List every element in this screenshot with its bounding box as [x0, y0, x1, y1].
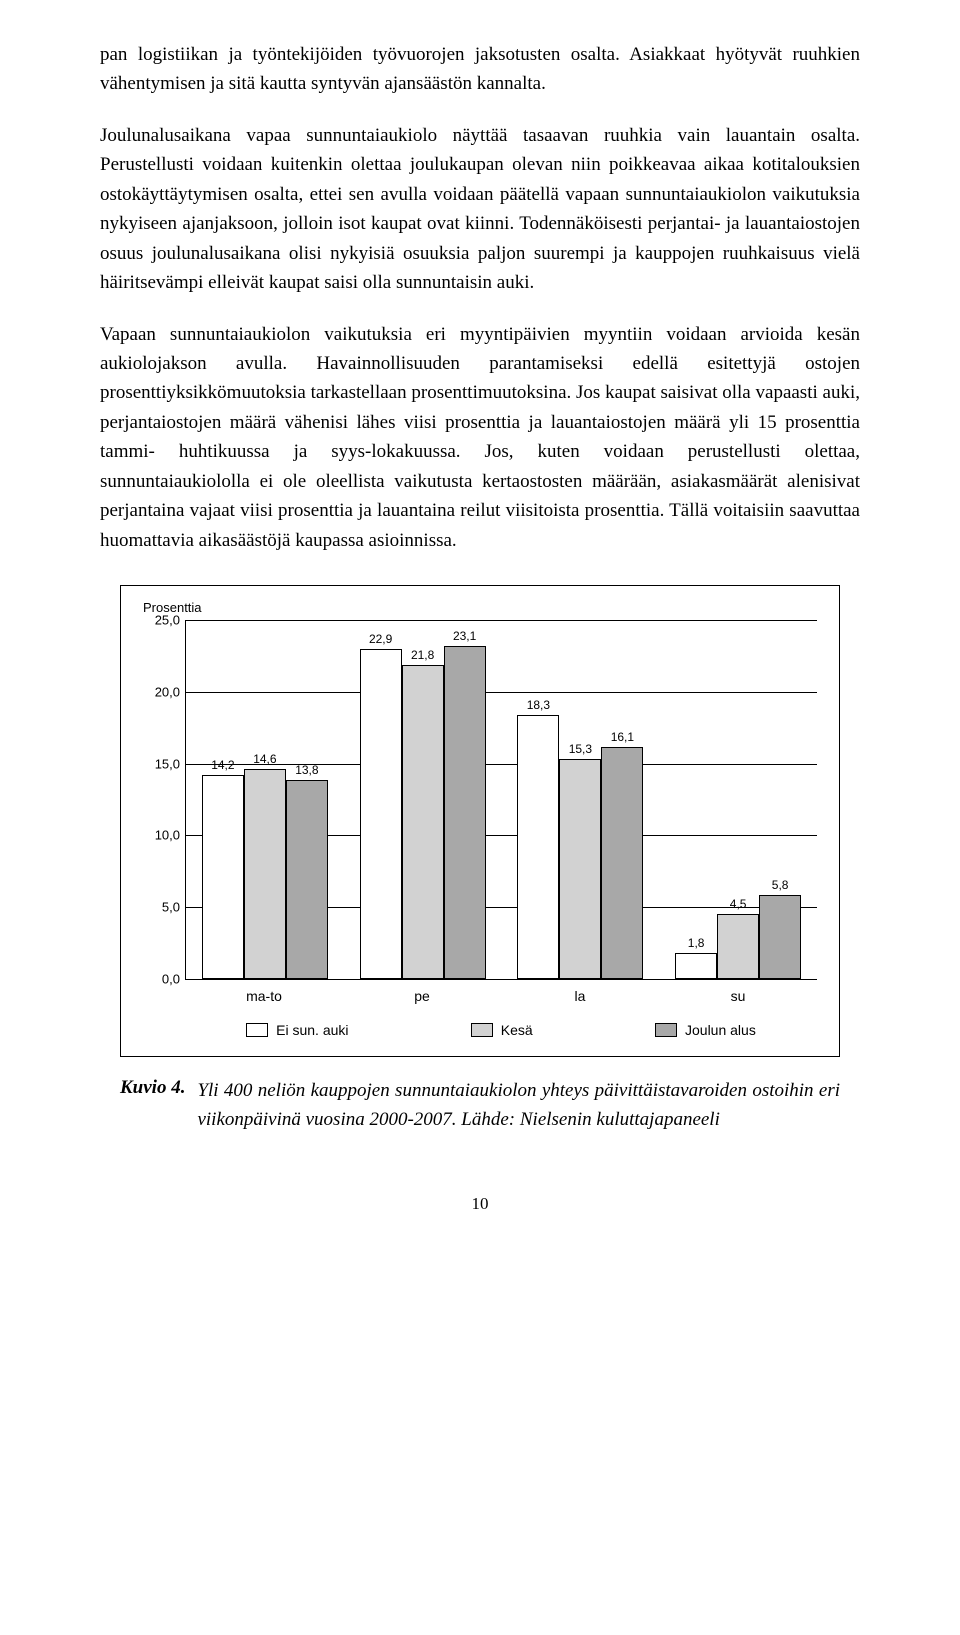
legend-swatch — [655, 1023, 677, 1037]
bar-group: 14,214,613,8 — [186, 620, 344, 979]
x-axis: ma-topelasu — [185, 988, 817, 1004]
bar: 16,1 — [601, 747, 643, 979]
x-tick-label: ma-to — [185, 988, 343, 1004]
legend-label: Joulun alus — [685, 1022, 756, 1038]
legend-item: Joulun alus — [655, 1022, 756, 1038]
bar: 14,2 — [202, 775, 244, 979]
bar-group: 18,315,316,1 — [502, 620, 660, 979]
x-tick-label: la — [501, 988, 659, 1004]
bar: 1,8 — [675, 953, 717, 979]
bar-chart: Prosenttia 25,020,015,010,05,00,014,214,… — [120, 585, 840, 1057]
y-tick-label: 15,0 — [144, 756, 180, 771]
x-tick-label: pe — [343, 988, 501, 1004]
bar-group: 22,921,823,1 — [344, 620, 502, 979]
bar-value-label: 14,6 — [253, 752, 276, 766]
legend-label: Kesä — [501, 1022, 533, 1038]
legend: Ei sun. auki Kesä Joulun alus — [185, 1022, 817, 1038]
legend-swatch — [471, 1023, 493, 1037]
bar-value-label: 23,1 — [453, 629, 476, 643]
bar-value-label: 21,8 — [411, 648, 434, 662]
bar: 5,8 — [759, 895, 801, 979]
bar: 18,3 — [517, 715, 559, 979]
figure-caption-text: Yli 400 neliön kauppojen sunnuntaiaukiol… — [197, 1077, 840, 1134]
bar-value-label: 1,8 — [688, 936, 705, 950]
bar: 14,6 — [244, 769, 286, 979]
bar: 22,9 — [360, 649, 402, 979]
legend-item: Ei sun. auki — [246, 1022, 348, 1038]
page-number: 10 — [100, 1194, 860, 1214]
bar-value-label: 15,3 — [569, 742, 592, 756]
paragraph-2: Joulunalusaikana vapaa sunnuntaiaukiolo … — [100, 121, 860, 298]
bar: 15,3 — [559, 759, 601, 979]
figure-caption-label: Kuvio 4. — [120, 1077, 185, 1134]
bar-value-label: 4,5 — [730, 897, 747, 911]
bar-value-label: 22,9 — [369, 632, 392, 646]
bar-group: 1,84,55,8 — [659, 620, 817, 979]
legend-swatch — [246, 1023, 268, 1037]
plot-area: 25,020,015,010,05,00,014,214,613,822,921… — [185, 620, 817, 980]
bar-value-label: 5,8 — [772, 878, 789, 892]
x-tick-label: su — [659, 988, 817, 1004]
bar: 23,1 — [444, 646, 486, 979]
bar-value-label: 16,1 — [611, 730, 634, 744]
legend-label: Ei sun. auki — [276, 1022, 348, 1038]
paragraph-3: Vapaan sunnuntaiaukiolon vaikutuksia eri… — [100, 320, 860, 556]
paragraph-1: pan logistiikan ja työntekijöiden työvuo… — [100, 40, 860, 99]
y-tick-label: 20,0 — [144, 684, 180, 699]
bar-value-label: 13,8 — [295, 763, 318, 777]
y-tick-label: 5,0 — [144, 900, 180, 915]
bar: 4,5 — [717, 914, 759, 979]
bar-value-label: 18,3 — [527, 698, 550, 712]
bar: 13,8 — [286, 780, 328, 979]
y-tick-label: 0,0 — [144, 972, 180, 987]
y-tick-label: 25,0 — [144, 613, 180, 628]
legend-item: Kesä — [471, 1022, 533, 1038]
bar: 21,8 — [402, 665, 444, 979]
figure-caption: Kuvio 4. Yli 400 neliön kauppojen sunnun… — [120, 1077, 840, 1134]
bar-value-label: 14,2 — [211, 758, 234, 772]
y-tick-label: 10,0 — [144, 828, 180, 843]
